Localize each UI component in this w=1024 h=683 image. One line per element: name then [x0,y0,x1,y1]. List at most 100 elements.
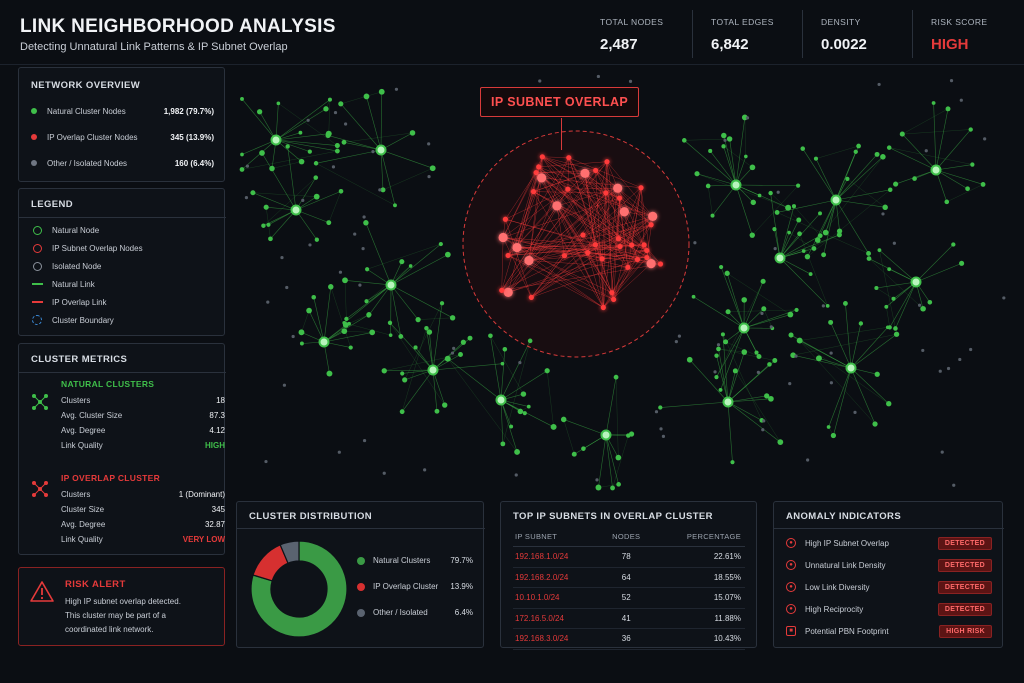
isolated-node[interactable] [776,190,780,194]
natural-node[interactable] [363,93,370,100]
isolated-node[interactable] [337,450,341,454]
natural-node[interactable] [927,299,933,305]
natural-node[interactable] [400,371,405,376]
ip-overlap-node[interactable] [611,296,617,303]
natural-node[interactable] [801,249,806,253]
anomaly-row[interactable]: ■ Potential PBN Footprint HIGH RISK [786,623,992,639]
isolated-node[interactable] [423,468,427,472]
natural-node[interactable] [814,237,821,243]
isolated-node[interactable] [924,149,928,153]
natural-node[interactable] [965,186,970,192]
ip-overlap-node[interactable] [604,159,610,165]
isolated-node[interactable] [245,164,250,168]
natural-node[interactable] [522,411,527,416]
isolated-node[interactable] [821,304,825,308]
natural-node[interactable] [891,296,896,301]
natural-node[interactable] [843,301,848,306]
isolated-node[interactable] [769,325,773,329]
isolated-node[interactable] [760,311,764,316]
natural-hub-node[interactable] [845,362,857,374]
isolated-node[interactable] [518,361,522,365]
natural-node[interactable] [240,96,244,101]
table-row[interactable]: 192.168.1.0/24 78 22.61% [513,546,745,568]
natural-node[interactable] [408,264,413,268]
isolated-node[interactable] [713,370,717,374]
natural-node[interactable] [313,161,319,166]
natural-node[interactable] [560,416,567,423]
isolated-node[interactable] [762,419,766,423]
ip-overlap-node[interactable] [530,189,537,195]
natural-node[interactable] [500,441,506,447]
ip-overlap-node[interactable] [537,173,547,183]
natural-hub-node[interactable] [910,276,922,288]
natural-node[interactable] [856,143,861,149]
natural-node[interactable] [821,252,827,258]
natural-node[interactable] [858,321,864,326]
isolated-node[interactable] [788,382,792,386]
natural-node[interactable] [399,259,405,265]
isolated-node[interactable] [654,410,659,414]
natural-node[interactable] [723,339,729,345]
natural-node[interactable] [757,193,762,198]
ip-overlap-node[interactable] [512,242,522,253]
natural-node[interactable] [399,409,405,415]
table-row[interactable]: 10.10.1.0/24 52 15.07% [513,587,745,609]
natural-node[interactable] [313,193,320,200]
ip-overlap-node[interactable] [592,242,598,248]
natural-node[interactable] [323,106,329,112]
natural-node[interactable] [794,307,799,313]
isolated-node[interactable] [946,366,951,371]
ip-overlap-node[interactable] [502,216,509,222]
natural-node[interactable] [718,387,723,392]
natural-node[interactable] [825,303,830,308]
natural-node[interactable] [442,402,448,408]
ip-overlap-node[interactable] [503,287,513,297]
isolated-node[interactable] [338,270,343,274]
ip-overlap-node[interactable] [619,207,629,217]
natural-node[interactable] [334,142,340,149]
natural-node[interactable] [413,345,418,350]
natural-node[interactable] [788,332,794,338]
natural-node[interactable] [595,484,602,491]
natural-node[interactable] [830,432,837,439]
natural-node[interactable] [488,333,493,339]
natural-node[interactable] [761,306,767,312]
ip-overlap-node[interactable] [648,211,658,221]
natural-node[interactable] [276,101,281,106]
natural-node[interactable] [313,175,319,180]
ip-overlap-node[interactable] [505,252,511,259]
natural-node[interactable] [325,130,332,137]
isolated-node[interactable] [723,138,727,142]
isolated-node[interactable] [892,241,896,245]
natural-node[interactable] [887,187,893,193]
natural-node[interactable] [970,162,975,167]
natural-node[interactable] [732,368,738,374]
natural-node[interactable] [710,213,715,218]
natural-node[interactable] [366,312,372,318]
natural-hub-node[interactable] [722,396,734,408]
isolated-node[interactable] [362,215,366,219]
isolated-node[interactable] [829,351,833,355]
natural-node[interactable] [787,230,791,235]
natural-node[interactable] [299,341,304,346]
natural-node[interactable] [402,377,408,383]
natural-node[interactable] [338,101,344,107]
natural-node[interactable] [460,339,466,345]
ip-overlap-node[interactable] [580,232,586,238]
ip-overlap-node[interactable] [498,232,508,243]
isolated-node[interactable] [628,79,633,83]
natural-node[interactable] [817,233,823,239]
isolated-node[interactable] [983,137,987,141]
ip-overlap-node[interactable] [580,168,590,178]
ip-overlap-node[interactable] [561,253,568,259]
ip-overlap-node[interactable] [524,255,534,266]
natural-node[interactable] [822,229,829,236]
natural-node[interactable] [626,433,631,438]
natural-node[interactable] [741,349,748,355]
natural-node[interactable] [777,439,784,446]
ip-overlap-node[interactable] [625,264,631,270]
natural-node[interactable] [874,151,880,157]
natural-node[interactable] [544,368,550,374]
natural-node[interactable] [818,211,822,216]
natural-node[interactable] [259,150,265,156]
